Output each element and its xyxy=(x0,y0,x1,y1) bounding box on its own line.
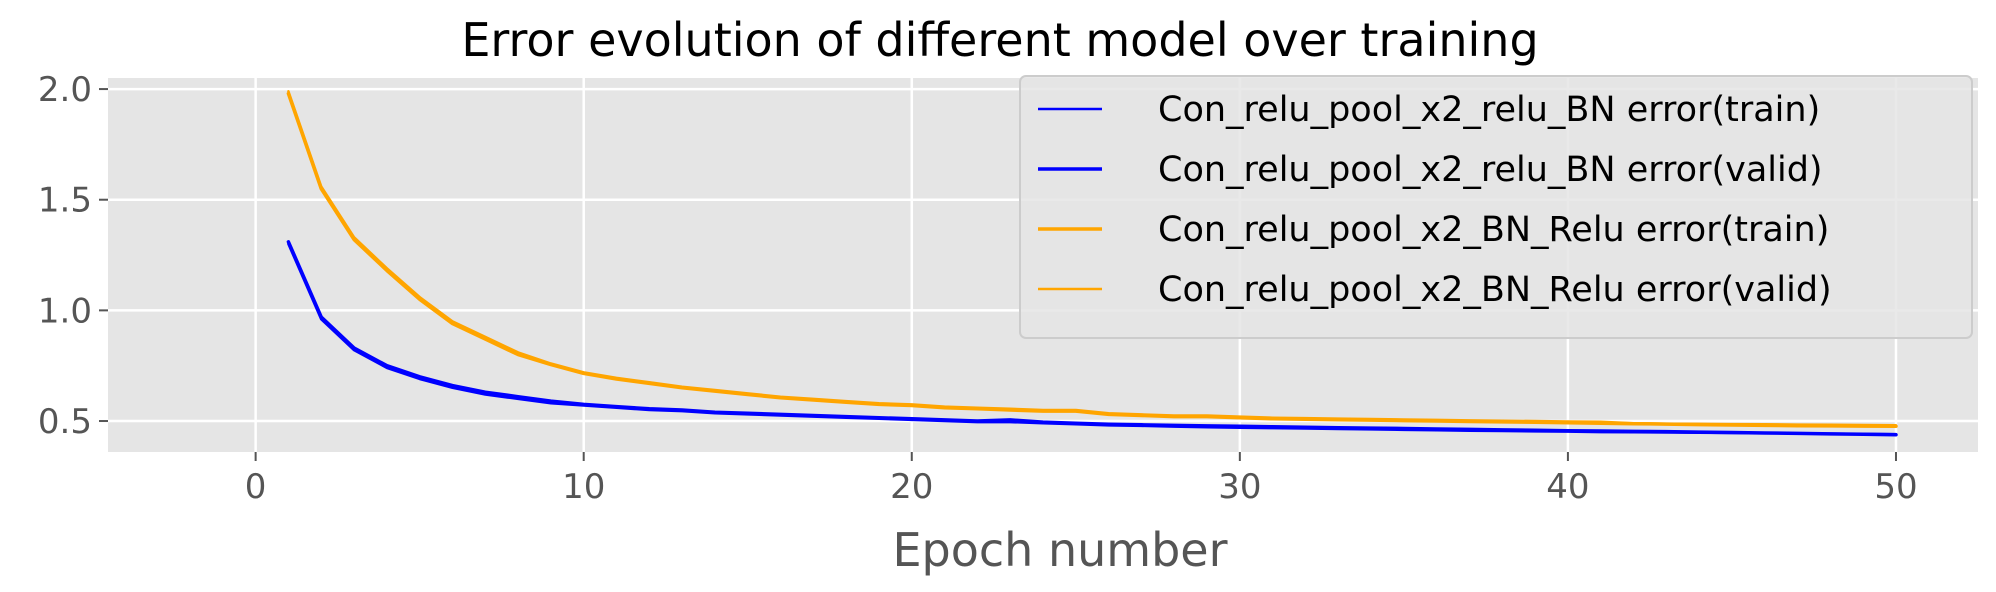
axis-ticks: 0 10 20 30 40 50 0.5 1.0 1.5 2.0 xyxy=(38,70,1918,507)
x-axis-label: Epoch number xyxy=(892,523,1227,577)
series-line-4 xyxy=(287,90,1898,427)
x-tick-label: 20 xyxy=(890,467,933,507)
legend-entry-4: Con_relu_pool_x2_BN_Relu error(valid) xyxy=(1158,270,1832,310)
x-tick-label: 30 xyxy=(1218,467,1261,507)
legend-entry-1: Con_relu_pool_x2_relu_BN error(train) xyxy=(1158,90,1820,130)
series-line-2 xyxy=(286,240,1898,437)
legend: Con_relu_pool_x2_relu_BN error(train) Con… xyxy=(1019,75,1973,339)
y-tick-label: 1.5 xyxy=(38,181,92,221)
x-tick-label: 10 xyxy=(562,467,605,507)
legend-entry-3: Con_relu_pool_x2_BN_Relu error(train) xyxy=(1158,210,1829,250)
y-tick-label: 1.0 xyxy=(38,291,92,331)
y-tick-label: 0.5 xyxy=(38,402,92,442)
series-lines xyxy=(286,90,1898,437)
legend-entry-2: Con_relu_pool_x2_relu_BN error(valid) xyxy=(1158,150,1823,190)
x-tick-label: 50 xyxy=(1874,467,1917,507)
legend-box xyxy=(1019,75,1973,339)
y-tick-label: 2.0 xyxy=(38,70,92,110)
chart-title: Error evolution of different model over … xyxy=(461,13,1538,67)
x-tick-label: 40 xyxy=(1546,467,1589,507)
x-tick-label: 0 xyxy=(245,467,267,507)
